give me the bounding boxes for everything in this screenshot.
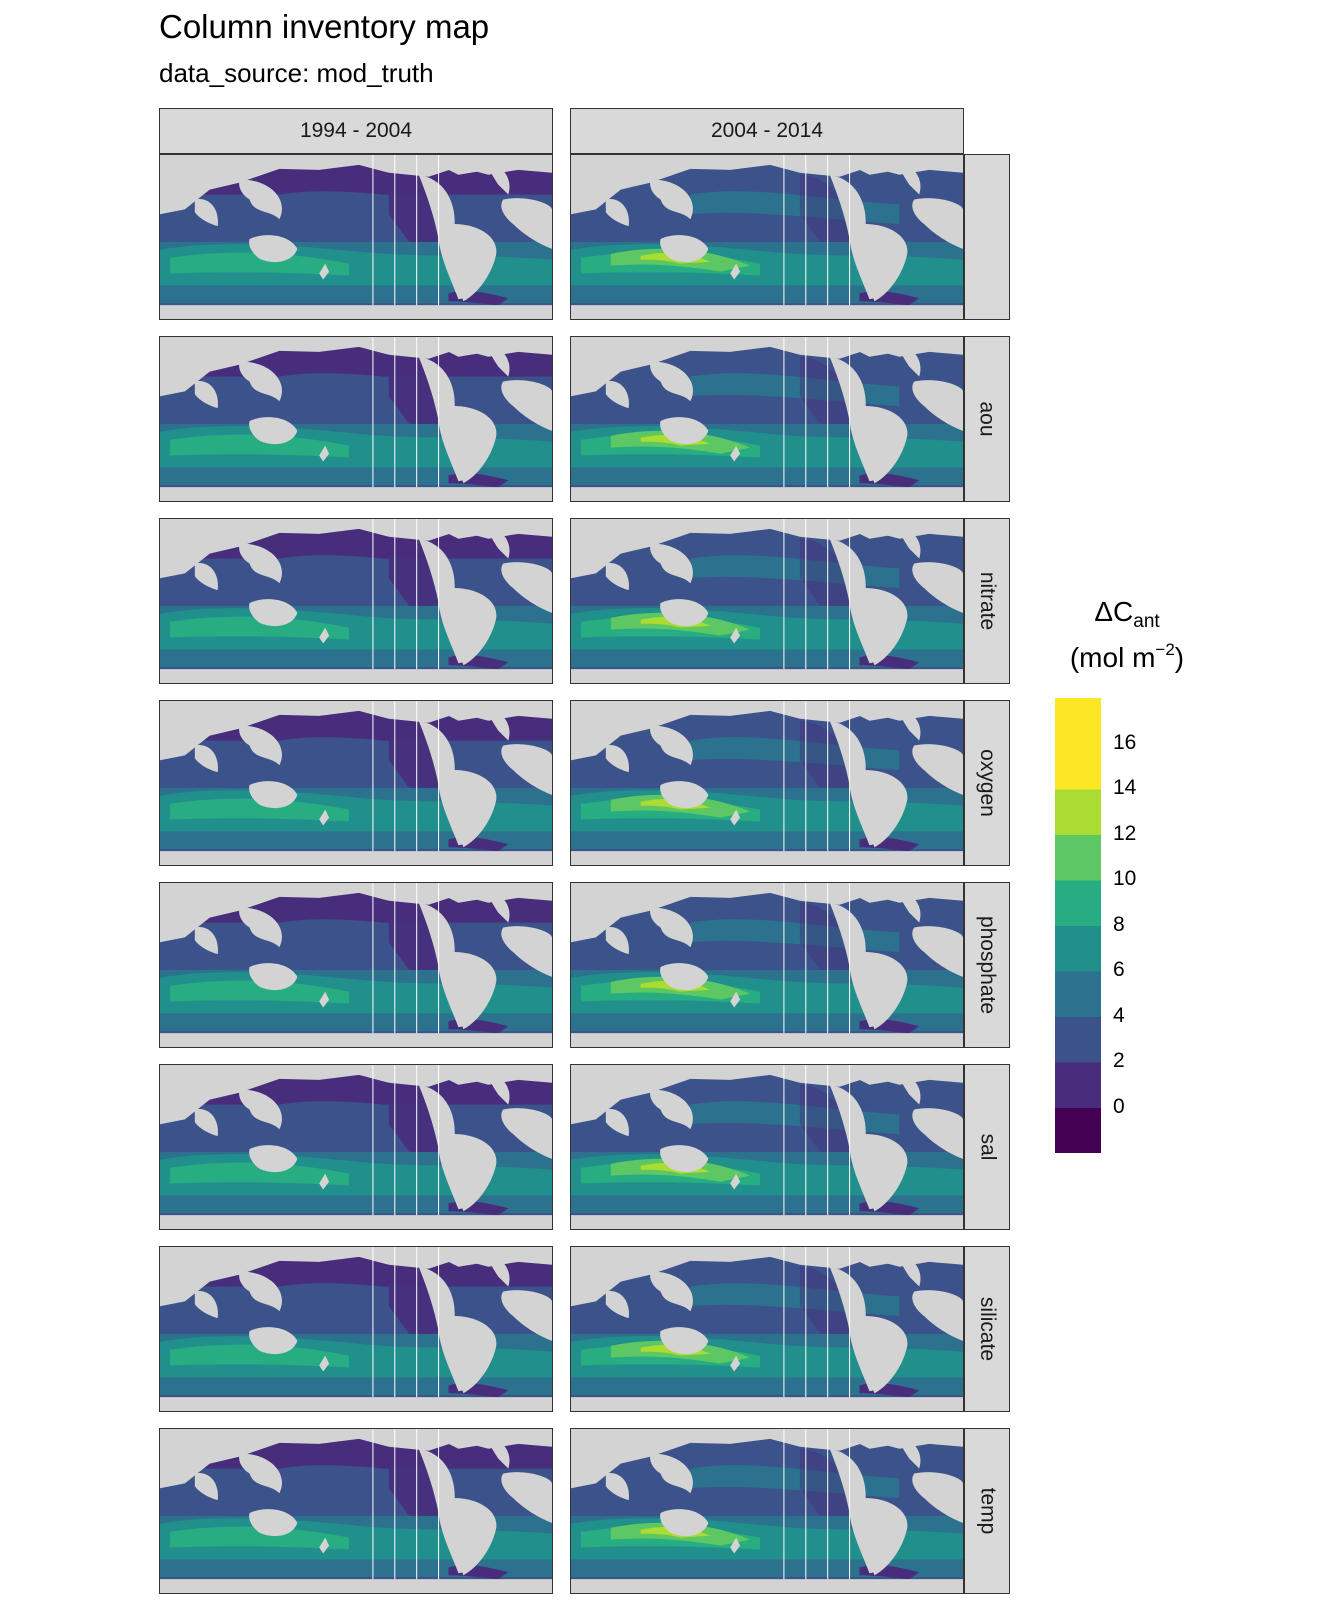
- row-strip-label: sal: [975, 1133, 999, 1161]
- map-panel-5-1: [570, 1064, 964, 1230]
- legend-tick-label: 6: [1113, 958, 1125, 981]
- row-strip-label: nitrate: [976, 571, 999, 631]
- legend-tick-label: 0: [1113, 1094, 1125, 1118]
- legend-tick-label: 16: [1113, 730, 1137, 754]
- map-panel-4-1: [570, 882, 964, 1048]
- plot-title: Column inventory map: [159, 8, 490, 45]
- map-panel-5-0: [159, 1064, 553, 1230]
- plot-subtitle: data_source: mod_truth: [159, 58, 434, 88]
- map-panel-2-0: [159, 518, 553, 684]
- map-panel-6-1: [570, 1246, 964, 1412]
- row-strip-label: silicate: [976, 1296, 1000, 1362]
- map-panel-3-0: [159, 700, 553, 866]
- map-panel-2-1: [570, 518, 964, 684]
- legend-tick-label: 12: [1113, 821, 1137, 845]
- legend-bin: [1055, 880, 1101, 926]
- map-panel-1-1: [570, 336, 964, 502]
- row-strip-label: aou: [975, 401, 999, 437]
- row-strip-6: silicate: [964, 1246, 1010, 1412]
- legend-tick-label: 14: [1113, 776, 1137, 799]
- map-panel-0-1: [570, 154, 964, 320]
- column-strip-1: 2004 - 2014: [570, 108, 964, 154]
- legend-bin: [1055, 1062, 1101, 1108]
- row-strip-3: oxygen: [964, 700, 1010, 866]
- legend-bin: [1055, 1107, 1101, 1153]
- row-strip-2: nitrate: [964, 518, 1010, 684]
- map-panel-4-0: [159, 882, 553, 1048]
- column-strip-0: 1994 - 2004: [159, 108, 553, 154]
- legend-unit: (mol m−2): [1069, 640, 1185, 673]
- legend-bin: [1055, 698, 1101, 744]
- map-panel-3-1: [570, 700, 964, 866]
- legend-bin: [1055, 1016, 1101, 1063]
- legend-bin: [1055, 925, 1101, 972]
- row-strip-5: sal: [964, 1064, 1010, 1230]
- row-strip-label: temp: [976, 1487, 999, 1535]
- legend-tick-label: 4: [1113, 1003, 1125, 1027]
- row-strip-4: phosphate: [964, 882, 1010, 1048]
- row-strip-1: aou: [964, 336, 1010, 502]
- map-panel-0-0: [159, 154, 553, 320]
- legend-bin: [1055, 971, 1101, 1017]
- legend-colorbar: [1055, 698, 1101, 1153]
- legend-tick-label: 10: [1113, 867, 1137, 890]
- map-panel-7-0: [159, 1428, 553, 1594]
- legend-title: ΔCant: [1094, 596, 1160, 632]
- map-panel-7-1: [570, 1428, 964, 1594]
- row-strip-7: temp: [964, 1428, 1010, 1594]
- row-strip-0: [964, 154, 1010, 320]
- legend-bin: [1055, 743, 1101, 790]
- map-panel-6-0: [159, 1246, 553, 1412]
- legend-bin: [1055, 834, 1101, 881]
- row-strip-label: oxygen: [976, 749, 999, 817]
- row-strip-label: phosphate: [976, 915, 999, 1015]
- legend-bin: [1055, 789, 1101, 835]
- legend-tick-label: 2: [1113, 1049, 1125, 1072]
- map-panel-1-0: [159, 336, 553, 502]
- legend-tick-label: 8: [1113, 912, 1125, 936]
